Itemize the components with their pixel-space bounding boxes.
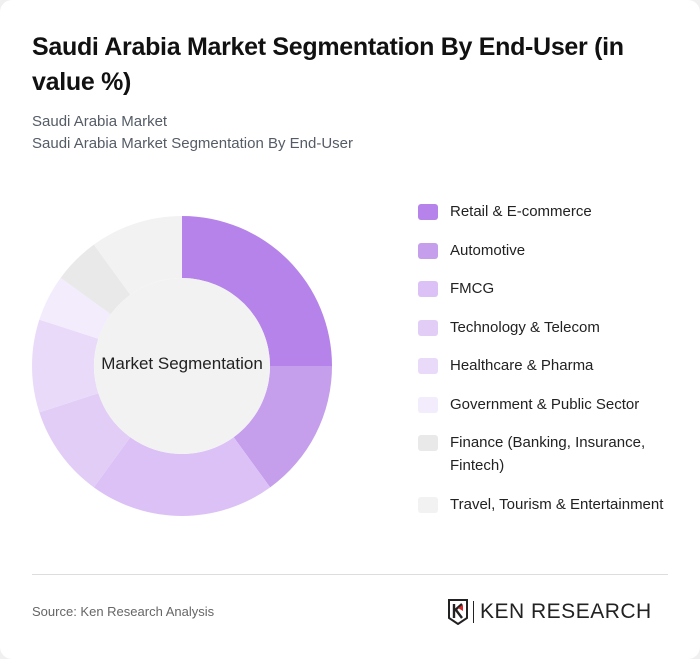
page-title: Saudi Arabia Market Segmentation By End-…	[32, 33, 624, 96]
donut-center	[94, 278, 270, 454]
legend-item[interactable]: Technology & Telecom	[418, 316, 678, 339]
donut-segment[interactable]	[182, 216, 332, 366]
legend-swatch	[418, 281, 438, 297]
donut-segment[interactable]	[39, 393, 131, 488]
legend-item[interactable]: Automotive	[418, 239, 678, 262]
legend-swatch	[418, 358, 438, 374]
legend-label: Healthcare & Pharma	[450, 357, 594, 374]
donut-segment[interactable]	[60, 244, 131, 315]
ken-logo-icon	[448, 599, 468, 625]
legend-label: FMCG	[450, 280, 495, 297]
logo-separator	[473, 601, 474, 623]
legend-label: Finance (Banking, Insurance, Fintech)	[450, 434, 646, 474]
legend-item[interactable]: FMCG	[418, 277, 678, 300]
donut-segment[interactable]	[93, 437, 271, 516]
legend-label: Government & Public Sector	[450, 395, 640, 413]
subtitle-market: Saudi Arabia Market	[32, 113, 168, 130]
donut-segment[interactable]	[233, 366, 332, 488]
legend-item[interactable]: Travel, Tourism & Entertainment	[418, 493, 678, 516]
legend-swatch	[418, 396, 438, 413]
logo-text: KEN RESEARCH	[480, 600, 652, 623]
legend-swatch	[418, 319, 438, 336]
legend-item[interactable]: Retail & E-commerce	[418, 200, 678, 223]
legend-item[interactable]: Healthcare & Pharma	[418, 354, 678, 377]
legend-swatch	[418, 204, 438, 220]
donut-segment[interactable]	[93, 216, 182, 295]
divider	[32, 574, 668, 575]
subtitle-segmentation: Saudi Arabia Market Segmentation By End-…	[32, 135, 353, 152]
legend-label: Travel, Tourism & Entertainment	[450, 495, 664, 513]
legend-swatch	[418, 496, 438, 513]
legend-swatch	[418, 435, 438, 451]
legend-swatch	[418, 242, 438, 259]
donut-segment[interactable]	[39, 277, 111, 339]
ken-research-logo: KEN RESEARCH	[448, 599, 652, 625]
source-note: Source: Ken Research Analysis	[32, 604, 215, 619]
donut-center-label: Market Segmentation	[101, 354, 263, 373]
legend-label: Retail & E-commerce	[450, 203, 592, 220]
chart-legend: Retail & E-commerce Automotive FMCG Technol…	[418, 200, 678, 531]
legend-item[interactable]: Finance (Banking, Insurance, Fintech)	[418, 431, 678, 477]
legend-item[interactable]: Government & Public Sector	[418, 393, 678, 416]
donut-segment[interactable]	[32, 319, 99, 413]
donut-chart	[32, 216, 332, 516]
legend-label: Automotive	[450, 241, 526, 259]
legend-label: Technology & Telecom	[450, 318, 600, 336]
